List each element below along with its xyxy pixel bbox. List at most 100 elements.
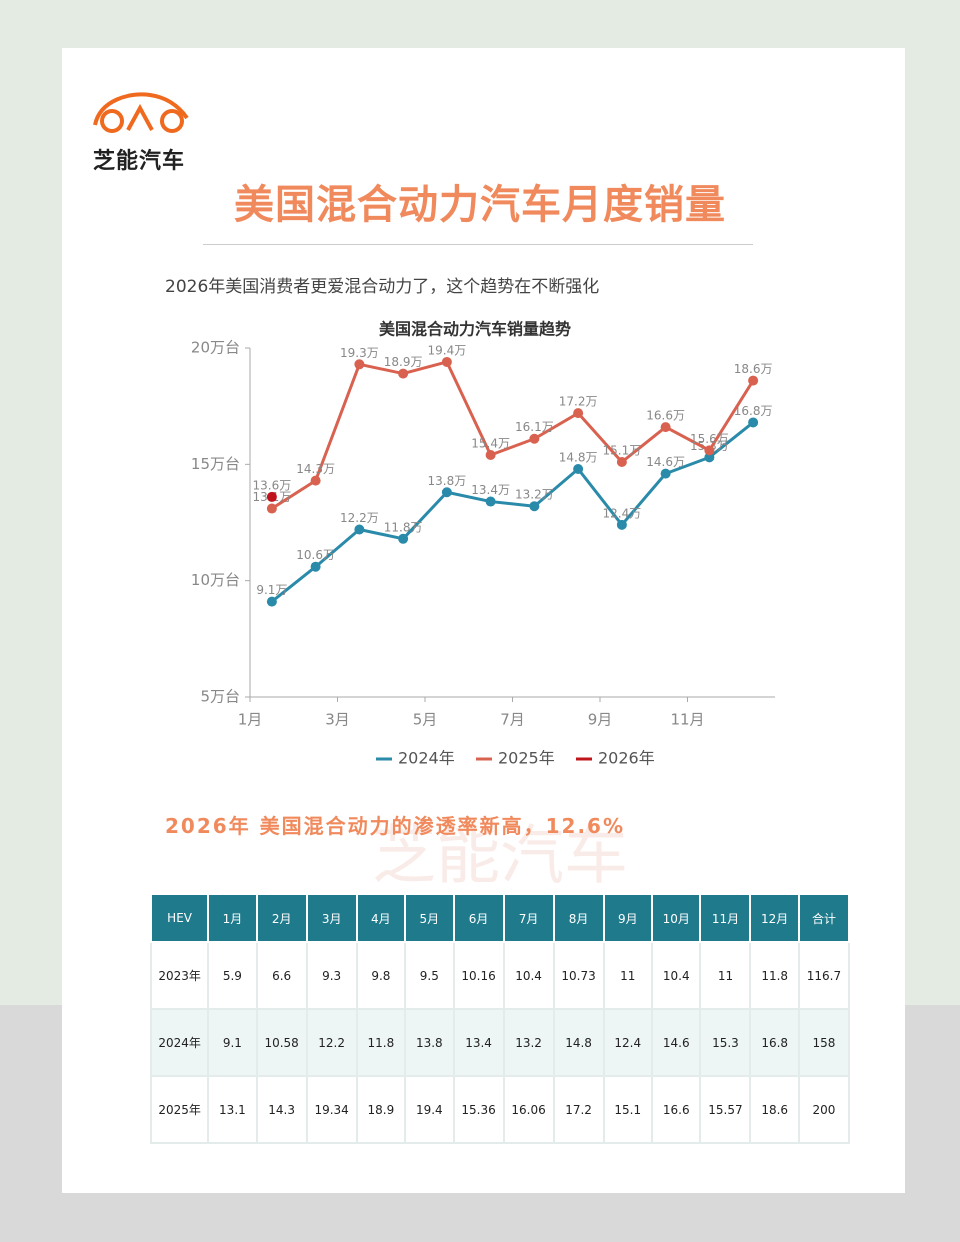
data-point [529,501,540,512]
data-point [704,452,715,463]
data-label: 16.1万 [515,420,554,434]
x-tick-label: 3月 [325,711,350,729]
data-label: 11.8万 [384,520,423,534]
data-label: 16.6万 [646,409,685,423]
table-header-cell: 1月 [207,895,258,943]
table-cell: 15.1 [602,1075,654,1144]
table-header-cell: HEV [149,895,210,943]
table-cell: 12.4 [602,1008,654,1077]
series-line [270,421,755,603]
table-header-cell: 9月 [602,895,654,943]
table-cell: 9.1 [207,1008,258,1077]
table-cell: 16.06 [502,1075,555,1144]
data-label: 18.6万 [734,362,773,376]
data-point [748,417,759,428]
data-label: 19.4万 [428,343,467,357]
table-header-cell: 6月 [452,895,505,943]
data-point [266,503,277,514]
page-title: 美国混合动力汽车月度销量 [234,182,726,228]
table-row: 2023年 5.9 6.6 9.3 9.8 9.5 10.16 10.4 10.73 11 10.4… [149,941,851,1010]
series-line [271,360,755,510]
table-header-cell: 12月 [749,895,800,943]
data-point [310,561,321,572]
data-label: 15.6万 [690,432,729,446]
table-cell: 14.3 [255,1075,308,1144]
data-label: 14.3万 [296,462,335,476]
table-cell: 2023年 [149,941,210,1010]
x-tick-label: 7月 [500,711,525,729]
data-label: 15.1万 [603,444,642,458]
data-label: 9.1万 [256,583,287,597]
data-label: 19.3万 [340,346,379,360]
table-cell: 18.9 [355,1075,407,1144]
table-cell: 5.9 [207,941,258,1010]
table-cell: 15.57 [699,1075,752,1144]
data-label: 17.2万 [559,395,598,409]
data-point [354,524,365,535]
data-point [573,463,584,474]
x-tick-label: 5月 [413,711,438,729]
data-point [660,422,671,433]
data-label: 13.6万 [253,478,292,492]
y-tick-label: 20万台 [191,339,240,357]
table-cell: 15.36 [452,1075,505,1144]
table-cell: 14.6 [650,1008,702,1077]
data-label: 14.8万 [559,450,598,464]
y-tick-label: 5万台 [200,688,240,706]
legend-label: 2025年 [498,749,555,768]
y-tick-label: 10万台 [191,571,240,589]
table-cell: 15.3 [699,1008,752,1077]
data-point [616,457,627,468]
data-point [441,487,452,498]
x-tick-label: 1月 [238,711,263,729]
table-cell: 2024年 [149,1008,210,1077]
table-cell: 18.6 [749,1075,800,1144]
legend-label: 2024年 [398,749,455,768]
data-label: 13.2万 [515,488,554,502]
data-point [354,359,365,370]
table-cell: 14.8 [552,1008,605,1077]
data-point [704,445,715,456]
data-label: 12.4万 [603,506,642,520]
table-header-cell: 11月 [699,895,752,943]
data-point [485,450,496,461]
table-cell: 2025年 [149,1075,210,1144]
data-point [573,408,584,419]
table-header-cell: 2月 [255,895,308,943]
watermark: 芝能汽车 [372,820,628,894]
table-cell: 16.8 [749,1008,800,1077]
table-row: 2024年 9.1 10.58 12.2 11.8 13.8 13.4 13.2 14.8 12.… [149,1008,851,1077]
data-point [616,519,627,530]
table-cell: 10.16 [452,941,505,1010]
data-label: 15.4万 [471,437,510,451]
table-cell: 19.4 [404,1075,455,1144]
data-point [398,368,409,379]
table-cell: 11 [602,941,654,1010]
table-cell: 17.2 [552,1075,605,1144]
section-title: 2026年 美国混合动力的渗透率新高，12.6% [165,814,626,838]
table-cell: 10.73 [552,941,605,1010]
table-cell: 16.6 [650,1075,702,1144]
table-header-cell: 3月 [305,895,358,943]
chart-title: 美国混合动力汽车销量趋势 [379,320,571,339]
data-point [266,491,277,502]
divider [203,244,753,245]
table-cell: 13.8 [404,1008,455,1077]
table-cell: 200 [797,1075,851,1144]
data-table: HEV 1月 2月 3月 4月 5月 6月 7月 8月 9月 10月 11月 12月 合计 2023年 5.9… [149,895,851,1144]
table-header: HEV 1月 2月 3月 4月 5月 6月 7月 8月 9月 10月 11月 12月 合计 [149,895,851,943]
table-header-cell: 8月 [552,895,605,943]
table-cell: 9.3 [305,941,358,1010]
data-point [398,533,409,544]
x-tick-label: 9月 [588,711,613,729]
data-label: 13.4万 [471,483,510,497]
table-cell: 13.1 [207,1075,258,1144]
data-label: 12.2万 [340,511,379,525]
table-cell: 10.58 [255,1008,308,1077]
table-cell: 12.2 [305,1008,358,1077]
table-cell: 9.8 [355,941,407,1010]
table-cell: 11 [699,941,752,1010]
table-cell: 10.4 [650,941,702,1010]
